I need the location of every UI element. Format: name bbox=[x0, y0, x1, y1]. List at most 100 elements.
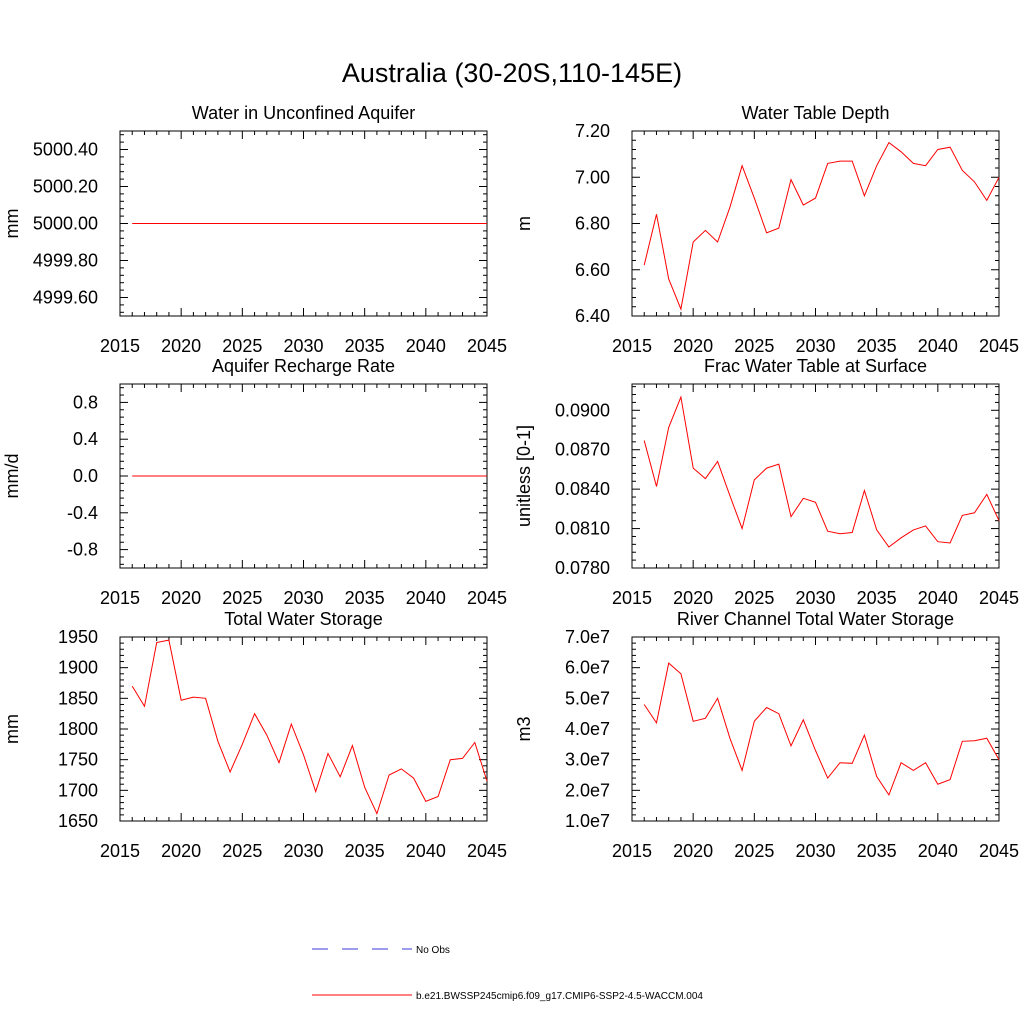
y-tick-label: 0.0870 bbox=[555, 440, 610, 460]
panel-title: Frac Water Table at Surface bbox=[704, 356, 927, 376]
data-point bbox=[291, 475, 293, 477]
data-point bbox=[327, 223, 329, 225]
plot-frame bbox=[631, 636, 1000, 822]
x-tick-label: 2045 bbox=[467, 841, 507, 861]
data-point bbox=[741, 165, 743, 167]
data-point bbox=[937, 783, 939, 785]
x-tick-label: 2040 bbox=[918, 336, 958, 356]
data-point bbox=[851, 532, 853, 534]
data-point bbox=[888, 142, 890, 144]
data-point bbox=[291, 223, 293, 225]
data-point bbox=[949, 542, 951, 544]
plot-frame bbox=[631, 130, 1000, 317]
y-tick-label: -0.8 bbox=[67, 540, 98, 560]
x-tick-label: 2015 bbox=[100, 841, 140, 861]
data-point bbox=[474, 223, 476, 225]
data-point bbox=[643, 704, 645, 706]
data-point bbox=[913, 770, 915, 772]
data-point bbox=[462, 223, 464, 225]
panel-water-in-unconfined-aquifer: Water in Unconfined Aquifer mm 2015 2020 202… bbox=[2, 103, 507, 356]
data-point bbox=[803, 204, 805, 206]
data-point bbox=[692, 241, 694, 243]
data-point bbox=[729, 737, 731, 739]
y-tick-label: 4999.80 bbox=[33, 251, 98, 271]
x-tick-label: 2035 bbox=[345, 841, 385, 861]
data-point bbox=[656, 214, 658, 216]
data-point bbox=[741, 528, 743, 530]
y-tick-label: 5.0e7 bbox=[565, 688, 610, 708]
data-point bbox=[643, 264, 645, 266]
data-point bbox=[425, 223, 427, 225]
data-point bbox=[815, 502, 817, 504]
data-point bbox=[205, 698, 207, 700]
page-title: Australia (30-20S,110-145E) bbox=[342, 58, 682, 88]
data-point bbox=[486, 780, 488, 782]
data-point bbox=[303, 223, 305, 225]
data-point bbox=[131, 223, 133, 225]
data-point bbox=[937, 149, 939, 151]
data-point bbox=[266, 223, 268, 225]
x-tick-label: 2030 bbox=[283, 841, 323, 861]
data-point bbox=[668, 662, 670, 664]
data-point bbox=[803, 498, 805, 500]
data-point bbox=[876, 165, 878, 167]
data-point bbox=[352, 745, 354, 747]
panel-title: Total Water Storage bbox=[224, 609, 382, 629]
data-point bbox=[851, 160, 853, 162]
data-point bbox=[827, 777, 829, 779]
data-point bbox=[364, 787, 366, 789]
data-point bbox=[401, 223, 403, 225]
data-point bbox=[278, 475, 280, 477]
x-tick-label: 2045 bbox=[467, 336, 507, 356]
panel-title: Water Table Depth bbox=[741, 103, 889, 123]
x-tick-label: 2030 bbox=[283, 336, 323, 356]
data-point bbox=[413, 475, 415, 477]
data-point bbox=[376, 475, 378, 477]
data-point bbox=[913, 163, 915, 165]
x-tick-label: 2020 bbox=[161, 588, 201, 608]
x-tick-label: 2030 bbox=[795, 841, 835, 861]
x-tick-label: 2025 bbox=[734, 841, 774, 861]
data-point bbox=[205, 223, 207, 225]
data-point bbox=[401, 475, 403, 477]
panel-title: Water in Unconfined Aquifer bbox=[192, 103, 415, 123]
data-point bbox=[364, 223, 366, 225]
data-point bbox=[790, 516, 792, 518]
data-point bbox=[754, 479, 756, 481]
x-tick-label: 2045 bbox=[467, 588, 507, 608]
data-point bbox=[144, 706, 146, 708]
data-point bbox=[949, 779, 951, 781]
y-tick-label: 7.20 bbox=[575, 121, 610, 141]
data-point bbox=[462, 758, 464, 760]
data-point bbox=[962, 741, 964, 743]
data-point bbox=[680, 396, 682, 398]
panel-river-channel-total-water-storage: River Channel Total Water Storage m3 2015 2… bbox=[514, 609, 1019, 861]
y-tick-label: 6.0e7 bbox=[565, 658, 610, 678]
data-point bbox=[462, 475, 464, 477]
data-point bbox=[925, 525, 927, 527]
y-tick-label: 7.0e7 bbox=[565, 627, 610, 647]
data-point bbox=[986, 200, 988, 202]
data-point bbox=[437, 475, 439, 477]
data-point bbox=[913, 529, 915, 531]
x-tick-label: 2020 bbox=[161, 336, 201, 356]
data-point bbox=[339, 776, 341, 778]
x-tick-label: 2040 bbox=[406, 336, 446, 356]
y-tick-label: 1900 bbox=[58, 658, 98, 678]
x-tick-label: 2040 bbox=[918, 588, 958, 608]
data-point bbox=[925, 762, 927, 764]
x-tick-label: 2045 bbox=[979, 841, 1019, 861]
data-point bbox=[168, 639, 170, 641]
data-point bbox=[217, 475, 219, 477]
y-axis-label: m bbox=[514, 216, 534, 231]
data-point bbox=[815, 197, 817, 199]
data-point bbox=[705, 478, 707, 480]
x-tick-label: 2015 bbox=[612, 588, 652, 608]
y-tick-label: 4999.60 bbox=[33, 288, 98, 308]
data-point bbox=[180, 699, 182, 701]
y-axis-label: m3 bbox=[514, 716, 534, 741]
x-tick-label: 2035 bbox=[857, 588, 897, 608]
data-point bbox=[413, 223, 415, 225]
data-point bbox=[705, 230, 707, 232]
y-tick-label: 0.0780 bbox=[555, 558, 610, 578]
